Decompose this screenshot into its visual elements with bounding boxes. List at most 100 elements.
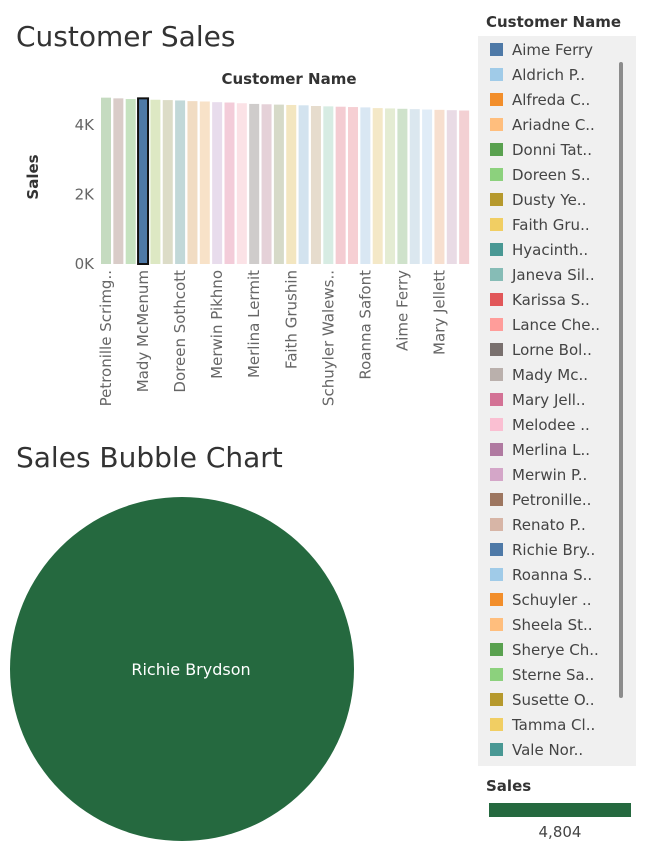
customer-legend-list[interactable]: Aime Ferry Aldrich P.. Alfreda C.. Ariadne … <box>478 36 636 766</box>
legend-item[interactable]: Lorne Bol.. <box>490 337 592 362</box>
x-tick-label: Merlina Lermit <box>245 270 263 378</box>
legend-swatch <box>490 368 503 381</box>
x-tick-label: Schuyler Walews.. <box>319 270 337 406</box>
legend-item[interactable]: Petronille.. <box>490 487 591 512</box>
legend-item[interactable]: Aldrich P.. <box>490 62 585 87</box>
legend-item[interactable]: Ariadne C.. <box>490 112 595 137</box>
legend-item[interactable]: Susette O.. <box>490 687 595 712</box>
bar[interactable] <box>224 102 235 264</box>
bar[interactable] <box>348 107 358 264</box>
bar[interactable] <box>459 110 470 264</box>
legend-label: Hyacinth.. <box>512 240 589 259</box>
bar[interactable] <box>335 106 346 264</box>
legend-item[interactable]: Alfreda C.. <box>490 87 590 112</box>
legend-label: Sheela St.. <box>512 615 593 634</box>
legend-label: Doreen S.. <box>512 165 591 184</box>
bar[interactable] <box>249 103 260 264</box>
bar[interactable] <box>409 109 420 264</box>
legend-label: Sherye Ch.. <box>512 640 599 659</box>
bubble[interactable] <box>10 497 354 841</box>
legend-swatch <box>490 293 503 306</box>
legend-item[interactable]: Karissa S.. <box>490 287 590 312</box>
bar[interactable] <box>175 100 186 264</box>
x-tick-label: Roanna Safont <box>356 270 374 380</box>
legend-item[interactable]: Janeva Sil.. <box>490 262 595 287</box>
legend-item[interactable]: Hyacinth.. <box>490 237 588 262</box>
legend-label: Ariadne C.. <box>512 115 595 134</box>
x-tick-label: Merwin Pikhno <box>208 270 226 379</box>
legend-label: Janeva Sil.. <box>512 265 595 284</box>
bar[interactable] <box>101 97 111 264</box>
legend-item[interactable]: Aime Ferry <box>490 37 593 62</box>
bar[interactable] <box>286 104 297 264</box>
x-tick-label: Mady McMenum <box>134 270 152 392</box>
bar[interactable] <box>150 99 161 264</box>
bar[interactable] <box>397 108 408 265</box>
x-axis-title: Customer Name <box>222 70 357 88</box>
legend-item[interactable]: Mady Mc.. <box>490 362 588 387</box>
legend-label: Lance Che.. <box>512 315 601 334</box>
legend-item[interactable]: Doreen S.. <box>490 162 590 187</box>
legend-swatch <box>490 393 503 406</box>
legend-label: Alfreda C.. <box>512 90 591 109</box>
legend-item[interactable]: Dusty Ye.. <box>490 187 586 212</box>
bar[interactable] <box>261 104 272 264</box>
legend-swatch <box>490 518 503 531</box>
bar[interactable] <box>125 99 136 264</box>
bar[interactable] <box>310 106 321 264</box>
legend-swatch <box>490 493 503 506</box>
legend-swatch <box>490 668 503 681</box>
legend-label: Karissa S.. <box>512 290 590 309</box>
legend-label: Faith Gru.. <box>512 215 590 234</box>
legend-item[interactable]: Mary Jell.. <box>490 387 585 412</box>
bar[interactable] <box>199 101 210 264</box>
legend-item[interactable]: Tamma Cl.. <box>490 712 595 737</box>
sales-bubble-chart[interactable]: Richie Brydson <box>0 478 478 853</box>
legend-item[interactable]: Sheela St.. <box>490 612 593 637</box>
legend-item[interactable]: Merwin P.. <box>490 462 587 487</box>
y-tick-label: 4K <box>75 116 96 134</box>
bar[interactable] <box>162 100 173 264</box>
legend-item[interactable]: Renato P.. <box>490 512 586 537</box>
legend-item[interactable]: Merlina L.. <box>490 437 590 462</box>
bar[interactable] <box>273 104 284 264</box>
legend-label: Tamma Cl.. <box>512 715 596 734</box>
legend-panel: Customer Name Aime Ferry Aldrich P.. Alfre… <box>478 0 646 853</box>
bar[interactable] <box>422 109 433 264</box>
bar[interactable] <box>298 105 309 264</box>
bar[interactable] <box>446 110 457 265</box>
legend-swatch <box>490 168 503 181</box>
bar[interactable] <box>323 106 334 264</box>
legend-label: Dusty Ye.. <box>512 190 587 209</box>
legend-swatch <box>490 568 503 581</box>
bar[interactable] <box>360 107 371 265</box>
legend-swatch <box>490 43 503 56</box>
legend-item[interactable]: Roanna S.. <box>490 562 592 587</box>
legend-label: Aime Ferry <box>512 40 594 59</box>
legend-item[interactable]: Vale Nor.. <box>490 737 583 762</box>
bubble-chart-title: Sales Bubble Chart <box>16 441 283 474</box>
bar[interactable] <box>113 98 124 264</box>
legend-item[interactable]: Lance Che.. <box>490 312 600 337</box>
legend-swatch <box>490 193 503 206</box>
legend-item[interactable]: Faith Gru.. <box>490 212 590 237</box>
legend-item[interactable]: Sherye Ch.. <box>490 637 599 662</box>
bar[interactable] <box>137 97 150 265</box>
customer-sales-bar-chart[interactable]: Customer Name Sales 0K 2K 4K Petronille Scrim… <box>0 60 478 440</box>
legend-item[interactable]: Richie Bry.. <box>490 537 595 562</box>
bar[interactable] <box>187 101 198 264</box>
legend-scrollbar[interactable] <box>619 62 623 698</box>
bar[interactable] <box>212 102 223 265</box>
legend-item[interactable]: Donni Tat.. <box>490 137 592 162</box>
legend-label: Richie Bry.. <box>512 540 596 559</box>
bar[interactable] <box>372 108 383 264</box>
legend-item[interactable]: Schuyler .. <box>490 587 592 612</box>
legend-item[interactable]: Melodee .. <box>490 412 590 437</box>
bar[interactable] <box>434 109 445 264</box>
legend-swatch <box>490 143 503 156</box>
legend-swatch <box>490 718 503 731</box>
bar[interactable] <box>236 103 247 264</box>
bar[interactable] <box>385 108 396 264</box>
legend-item[interactable]: Sterne Sa.. <box>490 662 594 687</box>
legend-swatch <box>490 118 503 131</box>
